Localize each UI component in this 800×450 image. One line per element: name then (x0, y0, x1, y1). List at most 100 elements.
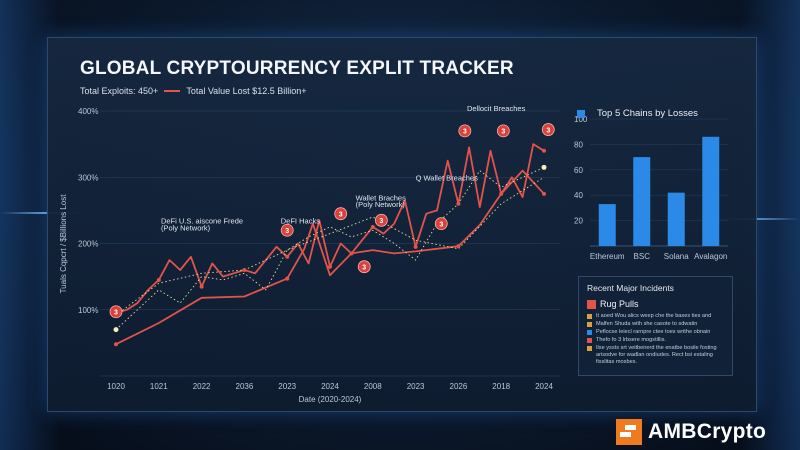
incident-item: Ilse yssts srt veitbeirerd the enatbe bo… (587, 345, 724, 366)
bar (702, 136, 720, 246)
x-tick-label: 2036 (236, 382, 254, 391)
x-tick-label: 2026 (450, 382, 468, 391)
bar-category-label: Ethereum (590, 252, 625, 261)
brand-logo: AMBCrypto (616, 419, 766, 445)
bullet-icon (587, 322, 592, 327)
marker-circle (334, 207, 348, 221)
page-title: GLOBAL CRYPTOURRENCY EXPLIT TRACKER (80, 58, 514, 79)
ambcrypto-logo-icon (616, 419, 642, 445)
chart-annotation: (Poly Network) (161, 223, 211, 232)
incident-marker: 3 (458, 124, 472, 138)
data-point (456, 201, 461, 206)
incident-marker: 3 (280, 223, 294, 237)
data-point (285, 254, 290, 259)
bar-legend-swatch (577, 109, 585, 118)
chart-annotation: (Poly Network) (356, 200, 406, 209)
chart-annotation: Dellocit Breaches (467, 104, 526, 113)
bullet-icon (587, 314, 592, 319)
rug-pulls-label: Rug Pulls (600, 299, 639, 309)
rug-pulls-swatch (587, 299, 596, 309)
data-point (413, 244, 418, 249)
incident-text: Peflocse leiecl rarnpre ctee toes writhe… (596, 329, 711, 335)
marker-label: 3 (379, 218, 383, 225)
data-point (199, 284, 204, 289)
marker-label: 3 (501, 129, 505, 136)
marker-label: 3 (285, 228, 289, 235)
x-tick-label: 2023 (278, 382, 296, 391)
bar-y-tick-label: 100 (574, 115, 588, 124)
bar-chart-title-text: Top 5 Chains by Losses (597, 108, 698, 119)
bullet-icon (587, 346, 592, 351)
chart-annotation: Q Wallet Breaches (416, 174, 478, 183)
value-lost-line (115, 169, 545, 346)
rug-pulls-legend: Rug Pulls (587, 299, 724, 309)
y-tick-label: 200% (78, 240, 98, 249)
chart-annotation: Wallet Braches (356, 193, 406, 202)
value-lost-legend-line (164, 90, 181, 92)
bullet-icon (587, 330, 592, 335)
bar-y-tick-label: 20 (574, 217, 583, 226)
incident-item: It aoed Wou alics weep che the bases tie… (587, 313, 724, 320)
incident-marker: 3 (334, 207, 348, 221)
incident-item: Peflocse leiecl rarnpre ctee toes writhe… (587, 329, 724, 336)
x-axis-label: Date (2020-2024) (299, 395, 362, 404)
incident-item: Malfen Shuda with she casote to sdwatin (587, 321, 724, 328)
marker-circle (374, 213, 388, 227)
marker-circle (458, 124, 472, 138)
marker-circle (357, 260, 371, 274)
marker-label: 3 (463, 129, 467, 136)
bullet-icon (587, 338, 592, 343)
x-tick-label: 2024 (535, 382, 553, 391)
x-tick-label: 2008 (364, 382, 382, 391)
marker-circle (434, 217, 448, 231)
marker-circle (109, 305, 123, 319)
incident-marker: 3 (496, 124, 510, 138)
incident-marker: 3 (357, 260, 371, 274)
bar-category-label: Solana (664, 252, 689, 261)
data-point (541, 164, 547, 170)
bar-chart-chains: 20 40 60 80 100 Ethereum BSC Solana Avalagon (574, 115, 728, 261)
brand-name: AMBCrypto (648, 420, 767, 443)
marker-circle (541, 123, 555, 136)
incident-text: Thefo fo 3 lrbsere mogstillis. (596, 337, 666, 343)
trend-line-dotted (115, 176, 545, 316)
y-tick-label: 400% (78, 107, 98, 116)
marker-circle (496, 124, 510, 138)
bar-category-label: BSC (634, 252, 651, 261)
bar-category-label: Avalagon (694, 252, 727, 261)
chart-annotations: DeFi U.S. aiscone Frede(Poly Network)DeF… (161, 104, 526, 232)
chart-markers: 3 3 3 3 3 3 3 3 3 (109, 123, 555, 319)
data-point (542, 148, 546, 153)
data-point (285, 276, 290, 281)
value-lost-total: Total Value Lost $12.5 Billion+ (186, 86, 307, 96)
x-tick-label: 2023 (407, 382, 425, 391)
incidents-title: Recent Major Incidents (587, 283, 674, 293)
marker-label: 3 (114, 310, 118, 317)
bar (633, 157, 651, 246)
marker-label: 3 (546, 127, 550, 134)
y-tick-label: 300% (78, 173, 98, 182)
incident-text: Ilse yssts srt veitbeirerd the enatbe bo… (596, 345, 717, 365)
marker-label: 3 (439, 221, 443, 228)
incident-text: It aoed Wou alics weep che the bases tie… (596, 313, 712, 319)
bar-chart-title: Top 5 Chains by Losses (577, 108, 698, 119)
chart-annotation: DeFI Hacks (281, 217, 320, 226)
incident-marker: 3 (541, 123, 555, 136)
data-point (114, 342, 118, 347)
x-tick-label: 1020 (107, 382, 125, 391)
light-streak (0, 212, 90, 214)
chart-annotation: DeFi U.S. aiscone Frede (161, 217, 243, 226)
data-point (349, 251, 354, 256)
chart-series (113, 143, 547, 347)
data-point (499, 191, 504, 196)
bar (667, 192, 685, 246)
recent-incidents-panel: Recent Major Incidents Rug Pulls It aoed… (578, 276, 733, 376)
y-axis-label: Tuals Cqpcrt / $Billions Lost (59, 194, 68, 294)
chart-grid (100, 110, 560, 377)
incident-marker: 3 (374, 213, 388, 227)
marker-label: 3 (339, 211, 343, 218)
bar (598, 204, 616, 246)
incident-marker: 3 (109, 305, 123, 319)
incident-text: Malfen Shuda with she casote to sdwatin (596, 321, 698, 327)
